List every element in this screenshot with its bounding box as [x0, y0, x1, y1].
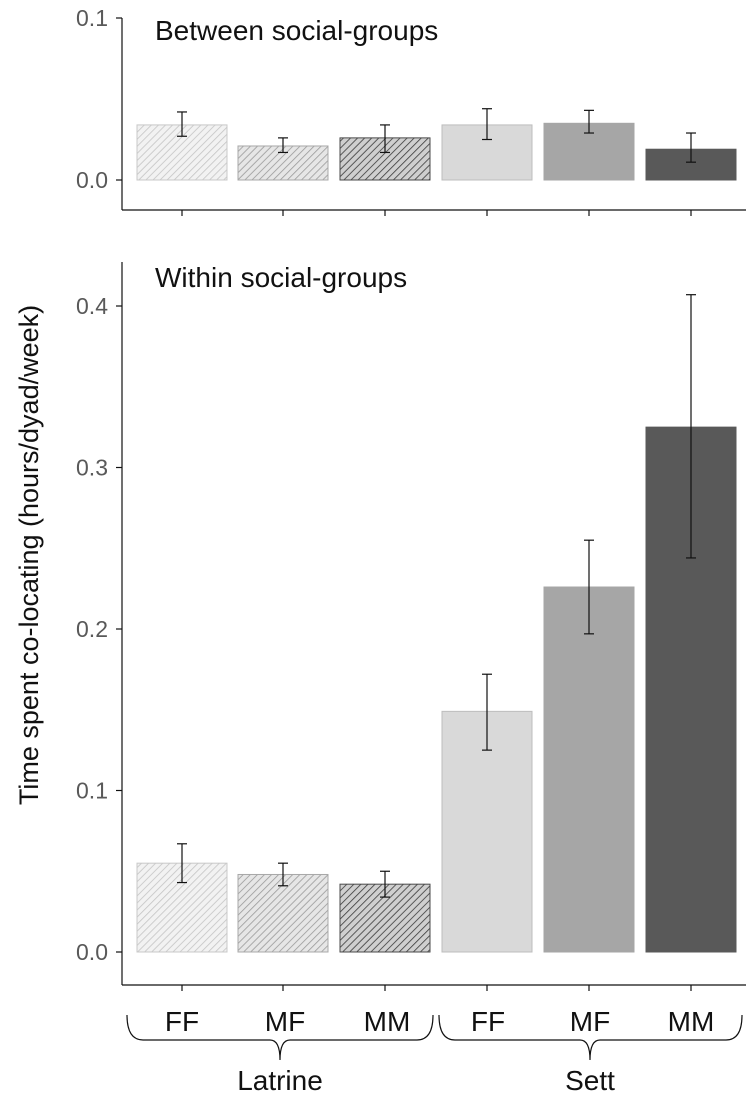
latrine-brace — [126, 1014, 434, 1061]
group-label-sett: Sett — [565, 1065, 615, 1096]
bar — [237, 873, 329, 953]
y-tick-label: 0.3 — [76, 455, 108, 481]
panel-title-within: Within social-groups — [155, 262, 407, 293]
between-groups-panel: Between social-groups 0.0 0.1 — [76, 5, 746, 216]
group-braces — [126, 1014, 743, 1061]
category-label: FF — [471, 1006, 505, 1037]
bar — [441, 710, 533, 953]
between-groups-axes: 0.0 0.1 — [76, 5, 746, 216]
bar — [543, 586, 635, 953]
category-label: MM — [364, 1006, 411, 1037]
between-groups-bars — [136, 108, 737, 181]
sett-brace — [438, 1014, 743, 1061]
within-groups-panel: Within social-groups 0.0 0.1 0.2 0.3 0.4 — [76, 262, 746, 991]
panel-title-between: Between social-groups — [155, 15, 438, 46]
category-label: FF — [165, 1006, 199, 1037]
y-tick-label: 0.0 — [76, 939, 108, 965]
y-tick-label: 0.1 — [76, 778, 108, 804]
y-tick-label: 0.0 — [76, 167, 108, 193]
within-groups-bars — [136, 294, 737, 953]
category-label: MF — [265, 1006, 305, 1037]
bar — [136, 124, 228, 181]
category-label: MF — [570, 1006, 610, 1037]
y-tick-label: 0.4 — [76, 293, 108, 319]
within-groups-axes: 0.0 0.1 0.2 0.3 0.4 — [76, 262, 746, 991]
y-axis-title: Time spent co-locating (hours/dyad/week) — [14, 305, 44, 805]
group-label-latrine: Latrine — [237, 1065, 323, 1096]
category-labels: FF MF MM FF MF MM — [165, 1006, 714, 1037]
y-tick-label: 0.1 — [76, 5, 108, 31]
category-label: MM — [668, 1006, 715, 1037]
y-tick-label: 0.2 — [76, 616, 108, 642]
